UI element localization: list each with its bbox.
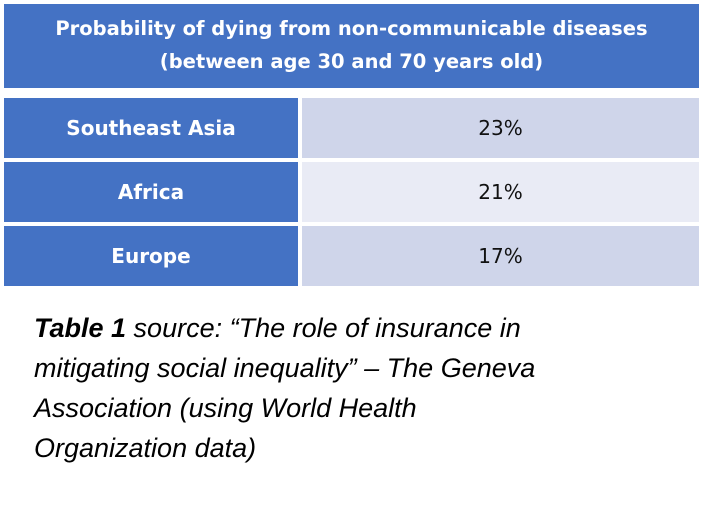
data-table: Probability of dying from non-communicab… (4, 4, 699, 290)
caption-label: Table 1 (34, 313, 126, 343)
table-row: Europe 17% (4, 226, 699, 286)
table-caption: Table 1 source: “The role of insurance i… (34, 308, 694, 468)
caption-line-3: Association (using World Health (34, 388, 694, 428)
table-header: Probability of dying from non-communicab… (4, 4, 699, 88)
row-label-africa: Africa (4, 162, 298, 222)
table-row: Southeast Asia 23% (4, 98, 699, 158)
table-spacer (4, 88, 699, 98)
caption-line-2: mitigating social inequality” – The Gene… (34, 348, 694, 388)
row-label-europe: Europe (4, 226, 298, 286)
row-value-southeast-asia: 23% (302, 98, 699, 158)
caption-line-1: Table 1 source: “The role of insurance i… (34, 308, 694, 348)
table-header-line-1: Probability of dying from non-communicab… (4, 12, 699, 45)
table-row: Africa 21% (4, 162, 699, 222)
caption-line-4: Organization data) (34, 428, 694, 468)
caption-line-1-text: source: “The role of insurance in (126, 313, 521, 343)
table-header-line-2: (between age 30 and 70 years old) (4, 45, 699, 78)
row-value-europe: 17% (302, 226, 699, 286)
row-value-africa: 21% (302, 162, 699, 222)
row-label-southeast-asia: Southeast Asia (4, 98, 298, 158)
